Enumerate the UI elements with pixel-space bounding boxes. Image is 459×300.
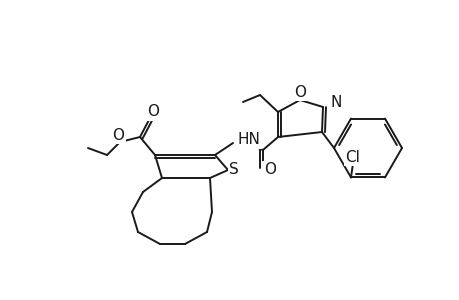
- Text: O: O: [112, 128, 124, 142]
- Text: O: O: [263, 163, 275, 178]
- Text: HN: HN: [237, 133, 260, 148]
- Text: N: N: [330, 94, 341, 110]
- Text: S: S: [229, 163, 238, 178]
- Text: O: O: [147, 104, 159, 119]
- Text: Cl: Cl: [345, 150, 360, 165]
- Text: O: O: [293, 85, 305, 100]
